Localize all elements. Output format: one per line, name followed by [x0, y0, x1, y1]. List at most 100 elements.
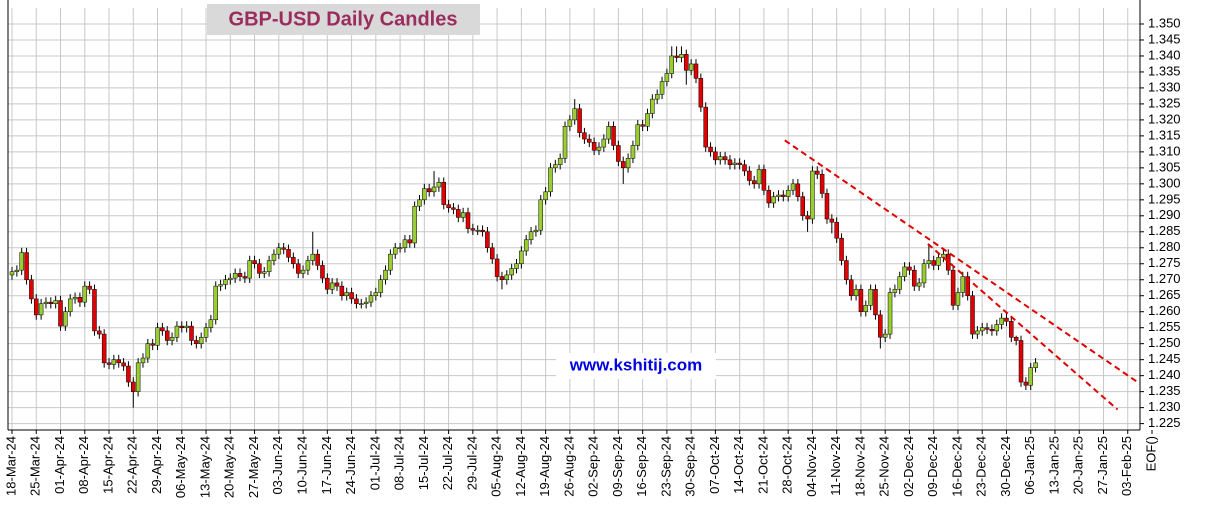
candle-body [228, 277, 233, 280]
x-tick-label: 03-Jun-24 [270, 436, 285, 495]
candle-body [698, 78, 704, 108]
x-tick-label: 11-Nov-24 [828, 436, 843, 496]
candle-body [490, 247, 495, 260]
candle-body [392, 247, 398, 255]
candle-body [194, 340, 199, 344]
candle-body [198, 337, 204, 344]
candle-body [281, 247, 286, 250]
candle-body [916, 282, 922, 287]
candle-body [591, 142, 597, 151]
x-tick-label: 05-Aug-24 [489, 436, 504, 497]
candle-body [805, 215, 810, 220]
candle-body [519, 250, 524, 265]
candle-body [596, 146, 602, 151]
candle-body [868, 289, 873, 306]
y-tick-label: 1.300 [1148, 175, 1181, 190]
y-tick-label: 1.295 [1148, 191, 1181, 206]
candle-body [359, 303, 364, 305]
candle-body [732, 162, 738, 165]
y-tick-label: 1.325 [1148, 95, 1181, 110]
candle-body [999, 317, 1004, 325]
candle-body [625, 158, 631, 169]
x-tick-label: 18-Mar-24 [3, 436, 18, 496]
x-tick-label: 26-Aug-24 [561, 436, 576, 497]
x-tick-label: 02-Sep-24 [586, 436, 601, 497]
candle-body [921, 263, 927, 284]
candle-body [659, 81, 665, 95]
x-tick-label: 16-Dec-24 [949, 436, 964, 497]
candle-body [523, 239, 529, 252]
candle-body [587, 138, 592, 143]
candle-body [504, 274, 510, 280]
candle-body [383, 269, 388, 280]
candle-body [892, 289, 898, 293]
candle-body [101, 333, 107, 364]
x-tick-label: 01-Jul-24 [367, 436, 382, 490]
x-tick-label: 18-Nov-24 [852, 436, 867, 497]
candle-body [955, 292, 961, 306]
candle-body [368, 295, 374, 303]
x-tick-label: 23-Sep-24 [658, 436, 673, 497]
candle-body [562, 126, 568, 159]
y-tick-label: 1.345 [1148, 31, 1181, 46]
candle-body [19, 252, 24, 271]
x-tick-label: 19-Aug-24 [537, 436, 552, 497]
candle-body [397, 247, 403, 250]
x-tick-label: 23-Dec-24 [974, 436, 989, 497]
candle-body [727, 159, 733, 165]
candle-body [810, 170, 815, 220]
candle-body [339, 285, 345, 296]
candle-body [412, 205, 417, 244]
candle-body [882, 333, 888, 338]
candle-body [446, 204, 451, 209]
candle-body [354, 298, 359, 304]
candle-body [43, 301, 49, 304]
x-tick-label: 20-May-24 [222, 436, 237, 498]
candle-body [548, 167, 553, 193]
candle-body [776, 194, 781, 197]
candle-body [722, 156, 728, 161]
candle-body [824, 193, 830, 220]
candle-body [693, 63, 699, 79]
candle-body [431, 186, 437, 193]
candle-body [145, 343, 151, 359]
candle-body [664, 73, 670, 82]
watermark: www.kshitij.com [569, 355, 703, 374]
candle-body [834, 221, 839, 239]
candle-body [756, 169, 762, 185]
candle-body [790, 183, 796, 191]
y-tick-label: 1.350 [1148, 15, 1181, 30]
x-tick-label: 09-Dec-24 [925, 436, 940, 497]
candle-body [577, 108, 582, 133]
candle-body [751, 180, 757, 185]
candle-body [873, 289, 878, 316]
y-tick-label: 1.315 [1148, 127, 1181, 142]
candle-body [34, 298, 39, 316]
trendline [927, 243, 1119, 411]
candle-body [839, 237, 844, 261]
candle-body [960, 276, 966, 293]
candle-body [499, 276, 505, 280]
candle-body [485, 231, 490, 249]
candle-body [407, 239, 413, 244]
candle-body [315, 253, 320, 266]
candle-body [950, 269, 956, 306]
x-tick-label: 24-Jun-24 [343, 436, 358, 495]
candle-body [116, 359, 121, 364]
candle-body [979, 327, 985, 332]
candle-body [829, 218, 835, 223]
candle-body [640, 124, 645, 127]
x-tick-label: 15-Apr-24 [100, 436, 115, 494]
candle-body [155, 327, 160, 346]
x-tick-label: 01-Apr-24 [52, 436, 67, 494]
candle-body [208, 319, 214, 328]
y-tick-label: 1.230 [1148, 399, 1181, 414]
candle-body [1023, 381, 1029, 386]
candle-body [844, 260, 849, 280]
y-tick-label: 1.250 [1148, 335, 1181, 350]
x-tick-label: 20-Jan-25 [1071, 436, 1086, 495]
candle-body [475, 229, 480, 232]
x-tick-label: 13-Jan-25 [1046, 436, 1061, 495]
candle-body [684, 54, 689, 71]
